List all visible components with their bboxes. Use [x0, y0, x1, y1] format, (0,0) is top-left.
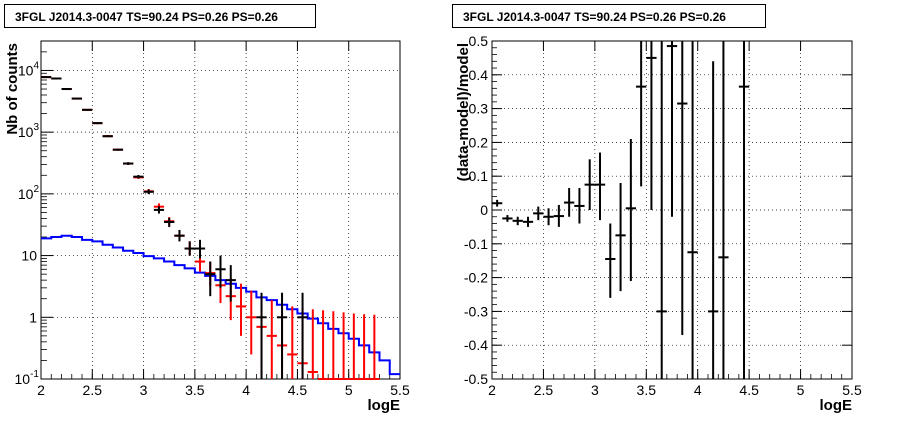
y-tick-label: 10 [21, 248, 37, 264]
x-tick-label: 4.5 [739, 382, 759, 398]
y-tick-label: 0.5 [469, 33, 489, 49]
x-tick-label: 3.5 [185, 382, 205, 398]
y-tick-label: 0.1 [469, 168, 489, 184]
x-tick-label: 3.5 [637, 382, 657, 398]
y-tick-label: 10-1 [15, 369, 40, 387]
x-axis-label: logE [820, 397, 853, 414]
right-chart-title: 3FGL J2014.3-0047 TS=90.24 PS=0.26 PS=0.… [452, 4, 766, 28]
y-tick-label: -0.5 [464, 371, 488, 387]
y-tick-label: -0.3 [464, 303, 488, 319]
x-tick-label: 4 [242, 382, 250, 398]
y-tick-label: 102 [18, 184, 40, 202]
y-tick-label: -0.2 [464, 270, 488, 286]
x-tick-label: 2.5 [83, 382, 103, 398]
y-tick-label: 103 [18, 122, 40, 140]
y-tick-label: -0.4 [464, 337, 488, 353]
x-tick-label: 5.5 [390, 382, 410, 398]
x-tick-label: 3 [140, 382, 148, 398]
y-tick-label: 0.4 [469, 67, 489, 83]
x-tick-label: 4 [694, 382, 702, 398]
y-axis-label: Nb of counts [4, 43, 21, 135]
x-tick-label: 5 [345, 382, 353, 398]
y-tick-label: -0.1 [464, 236, 488, 252]
left-chart-title: 3FGL J2014.3-0047 TS=90.24 PS=0.26 PS=0.… [4, 4, 316, 28]
plot-frame [40, 40, 401, 380]
y-tick-label: 0.2 [469, 134, 489, 150]
y-tick-label: 1 [29, 309, 37, 325]
x-axis-label: logE [368, 397, 401, 414]
x-tick-label: 3 [591, 382, 599, 398]
y-axis-label: (data-model)/model [455, 43, 472, 181]
y-tick-label: 0 [480, 202, 488, 218]
y-tick-label: 0.3 [469, 101, 489, 117]
y-tick-label: 104 [18, 60, 40, 78]
x-tick-label: 2 [488, 382, 496, 398]
x-tick-label: 2 [37, 382, 45, 398]
x-tick-label: 2.5 [534, 382, 554, 398]
x-tick-label: 4.5 [288, 382, 308, 398]
x-tick-label: 5.5 [842, 382, 862, 398]
x-tick-label: 5 [797, 382, 805, 398]
